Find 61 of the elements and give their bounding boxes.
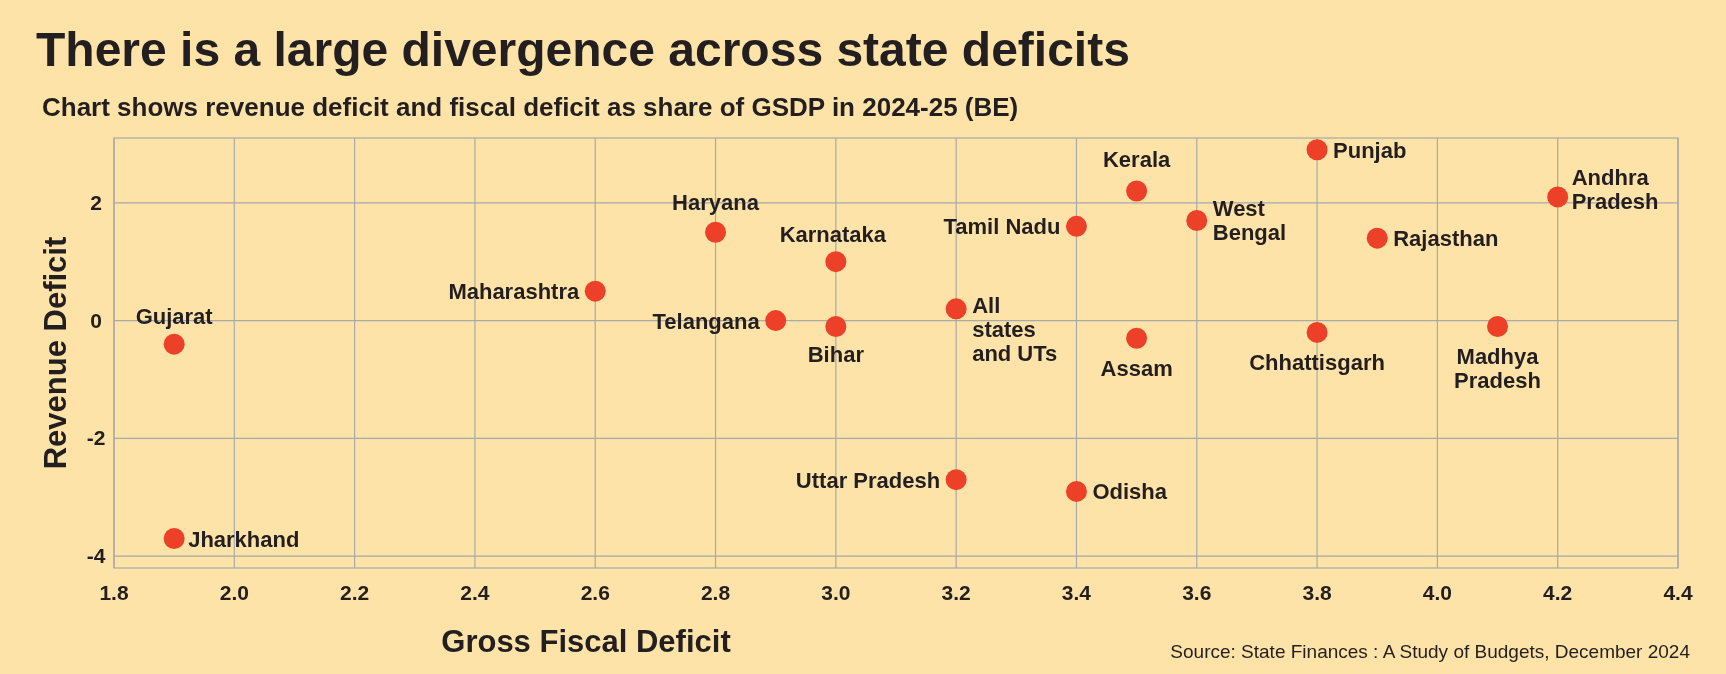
x-tick-label: 1.8 bbox=[99, 581, 129, 604]
annotation: Punjab bbox=[1333, 137, 1407, 163]
point bbox=[163, 528, 185, 550]
x-tick-label: 3.6 bbox=[1182, 581, 1212, 604]
point bbox=[1186, 209, 1208, 231]
x-tick-label: 4.2 bbox=[1543, 581, 1573, 604]
annotation: Odisha bbox=[1092, 479, 1168, 505]
point bbox=[1126, 327, 1148, 349]
annotation: All states and UTs bbox=[972, 292, 1058, 366]
annotation: Andhra Pradesh bbox=[1571, 164, 1659, 214]
annotation: Assam bbox=[1100, 356, 1173, 382]
x-tick-label: 2.6 bbox=[580, 581, 610, 604]
annotation: Uttar Pradesh bbox=[795, 467, 941, 493]
annotation: Madhya Pradesh bbox=[1454, 344, 1541, 394]
annotation: Bihar bbox=[807, 342, 865, 368]
annotation: Telangana bbox=[652, 308, 761, 334]
annotation: Maharashtra bbox=[448, 279, 580, 305]
point bbox=[705, 221, 727, 243]
x-tick-label: 4.0 bbox=[1422, 581, 1452, 604]
point bbox=[1487, 315, 1509, 337]
x-tick-label: 3.0 bbox=[821, 581, 851, 604]
point bbox=[945, 298, 967, 320]
annotation: Gujarat bbox=[135, 304, 214, 330]
annotation: Karnataka bbox=[779, 221, 887, 247]
chart-title: There is a large divergence across state deficits bbox=[36, 23, 1130, 76]
point bbox=[163, 333, 185, 355]
chart-subtitle: Chart shows revenue deficit and fiscal deficit as share of GSDP in 2024-25 (BE) bbox=[42, 92, 1019, 122]
point bbox=[584, 280, 606, 302]
x-tick-label: 3.8 bbox=[1302, 581, 1332, 604]
point bbox=[765, 310, 787, 332]
source-note: Source: State Finances : A Study of Budgets, December 2024 bbox=[1170, 641, 1691, 662]
y-tick-label: -2 bbox=[86, 426, 106, 450]
x-axis-title: Gross Fiscal Deficit bbox=[441, 624, 731, 659]
point bbox=[1065, 480, 1087, 502]
annotation: West Bengal bbox=[1212, 196, 1287, 246]
y-tick-label: 2 bbox=[90, 190, 102, 214]
x-tick-label: 2.8 bbox=[700, 581, 731, 604]
x-tick-label: 3.2 bbox=[941, 581, 971, 604]
point bbox=[1366, 227, 1388, 249]
point bbox=[825, 315, 847, 337]
x-tick-label: 4.4 bbox=[1663, 581, 1693, 604]
annotation: Chhattisgarh bbox=[1249, 350, 1385, 376]
annotation: Jharkhand bbox=[188, 526, 300, 552]
annotation: Tamil Nadu bbox=[943, 214, 1061, 240]
x-tick-label: 2.4 bbox=[460, 581, 490, 604]
point bbox=[1306, 321, 1328, 343]
x-tick-label: 2.0 bbox=[219, 581, 249, 604]
point bbox=[1306, 139, 1328, 161]
y-tick-label: 0 bbox=[90, 308, 102, 332]
point bbox=[1126, 180, 1148, 202]
point bbox=[1065, 215, 1087, 237]
annotation: Haryana bbox=[672, 190, 760, 216]
x-tick-label: 3.4 bbox=[1061, 581, 1092, 604]
annotation: Kerala bbox=[1102, 147, 1172, 173]
y-tick-label: -4 bbox=[86, 544, 106, 568]
y-axis-title: Revenue Deficit bbox=[38, 236, 73, 470]
x-tick-label: 2.2 bbox=[340, 581, 370, 604]
annotation: Rajasthan bbox=[1393, 226, 1499, 252]
point bbox=[825, 251, 847, 273]
point bbox=[945, 469, 967, 491]
point bbox=[1547, 186, 1569, 208]
